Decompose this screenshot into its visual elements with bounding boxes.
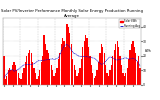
Bar <box>43 36 45 85</box>
Bar <box>35 73 36 85</box>
Bar <box>5 79 6 85</box>
Bar <box>131 44 132 85</box>
Bar <box>95 76 96 85</box>
Bar <box>45 44 46 85</box>
Bar <box>89 56 91 85</box>
Bar <box>114 50 115 85</box>
Bar <box>33 68 35 85</box>
Bar <box>48 53 49 85</box>
Bar <box>102 47 104 85</box>
Bar <box>64 41 65 85</box>
Bar <box>20 79 22 85</box>
Bar <box>23 68 25 85</box>
Bar <box>127 68 128 85</box>
Bar <box>86 38 88 85</box>
Bar <box>81 59 82 85</box>
Title: Solar PV/Inverter Performance Monthly Solar Energy Production Running Average: Solar PV/Inverter Performance Monthly So… <box>1 9 143 18</box>
Bar <box>138 56 139 85</box>
Bar <box>112 56 113 85</box>
Bar <box>66 24 68 85</box>
Bar <box>132 41 134 85</box>
Bar <box>58 59 59 85</box>
Bar <box>85 36 86 85</box>
Bar <box>12 65 13 85</box>
Bar <box>84 41 85 85</box>
Bar <box>98 62 99 85</box>
Bar <box>68 27 69 85</box>
Bar <box>82 47 83 85</box>
Bar <box>13 62 15 85</box>
Bar <box>106 73 108 85</box>
Bar <box>62 38 63 85</box>
Bar <box>40 62 42 85</box>
Bar <box>71 44 72 85</box>
Bar <box>99 53 101 85</box>
Bar <box>75 70 76 85</box>
Bar <box>3 56 5 85</box>
Bar <box>9 68 10 85</box>
Bar <box>124 76 125 85</box>
Bar <box>96 70 98 85</box>
Bar <box>69 33 71 85</box>
Bar <box>18 73 19 85</box>
Bar <box>119 56 121 85</box>
Bar <box>101 44 102 85</box>
Bar <box>28 53 29 85</box>
Bar <box>128 59 129 85</box>
Bar <box>76 76 78 85</box>
Bar <box>31 53 32 85</box>
Bar <box>105 65 106 85</box>
Bar <box>115 44 116 85</box>
Bar <box>72 59 73 85</box>
Bar <box>118 47 119 85</box>
Y-axis label: kWh: kWh <box>145 50 152 54</box>
Bar <box>129 50 131 85</box>
Bar <box>91 65 92 85</box>
Bar <box>39 70 40 85</box>
Bar <box>25 62 26 85</box>
Bar <box>134 47 135 85</box>
Bar <box>125 73 126 85</box>
Bar <box>139 68 141 85</box>
Bar <box>65 47 66 85</box>
Bar <box>121 65 122 85</box>
Bar <box>52 70 53 85</box>
Bar <box>29 50 30 85</box>
Bar <box>56 68 58 85</box>
Bar <box>73 65 75 85</box>
Bar <box>46 50 48 85</box>
Bar <box>135 53 136 85</box>
Bar <box>79 68 80 85</box>
Bar <box>104 53 105 85</box>
Bar <box>94 78 95 85</box>
Bar <box>10 70 12 85</box>
Bar <box>38 76 39 85</box>
Bar <box>109 70 111 85</box>
Bar <box>49 59 50 85</box>
Bar <box>51 65 52 85</box>
Bar <box>36 79 38 85</box>
Bar <box>61 44 62 85</box>
Bar <box>8 70 9 85</box>
Bar <box>15 65 16 85</box>
Bar <box>88 47 89 85</box>
Bar <box>55 73 56 85</box>
Bar <box>26 56 28 85</box>
Bar <box>111 65 112 85</box>
Bar <box>22 73 23 85</box>
Bar <box>122 73 124 85</box>
Bar <box>53 76 55 85</box>
Bar <box>32 62 33 85</box>
Bar <box>108 76 109 85</box>
Bar <box>42 56 43 85</box>
Bar <box>19 78 20 85</box>
Bar <box>6 76 7 85</box>
Bar <box>137 62 138 85</box>
Bar <box>92 73 93 85</box>
Bar <box>78 73 79 85</box>
Bar <box>59 53 60 85</box>
Bar <box>116 41 118 85</box>
Legend: Solar kWh, Running Avg: Solar kWh, Running Avg <box>119 18 140 28</box>
Bar <box>16 70 17 85</box>
